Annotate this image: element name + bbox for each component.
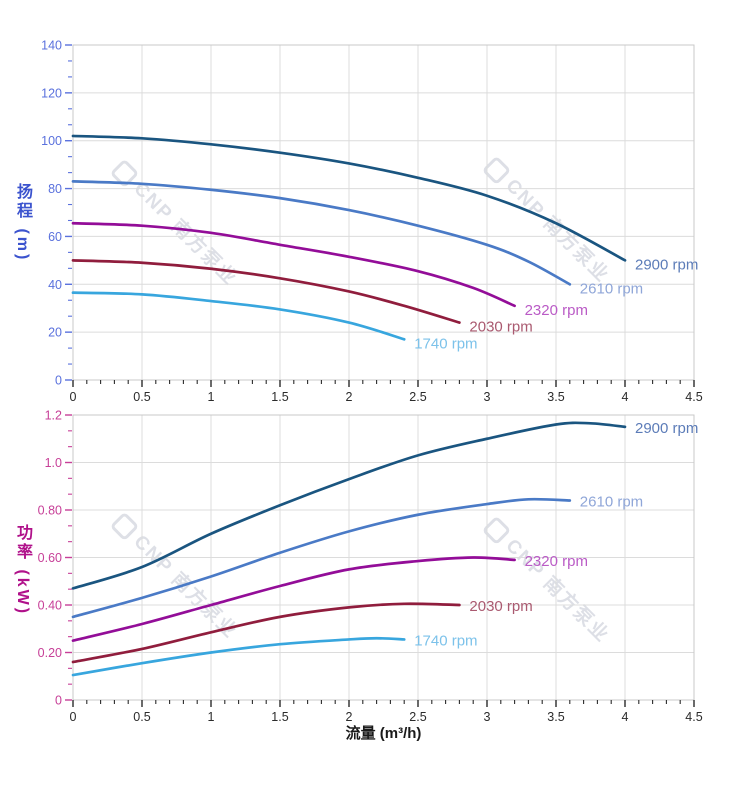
x-tick-label: 4.5 — [685, 390, 702, 404]
series-label-2610-rpm: 2610 rpm — [580, 494, 643, 511]
x-tick-label: 4 — [622, 390, 629, 404]
y-tick-label: 40 — [48, 278, 62, 292]
y-tick-label: 0 — [55, 374, 62, 388]
x-tick-label: 0.5 — [133, 710, 150, 724]
x-tick-label: 3.5 — [547, 710, 564, 724]
x-tick-label: 2 — [346, 710, 353, 724]
y-tick-label: 80 — [48, 182, 62, 196]
y-tick-label: 0.80 — [38, 504, 62, 518]
series-label-2320-rpm: 2320 rpm — [525, 553, 588, 570]
x-tick-label: 1 — [208, 710, 215, 724]
series-label-2320-rpm: 2320 rpm — [525, 302, 588, 319]
curve-1740-rpm — [71, 636, 406, 677]
y-tick-label: 140 — [41, 39, 62, 53]
series-label-2030-rpm: 2030 rpm — [469, 598, 532, 615]
curve-2610-rpm — [71, 180, 572, 286]
y-tick-label: 0.20 — [38, 646, 62, 660]
series-label-2900-rpm: 2900 rpm — [635, 420, 698, 437]
x-tick-label: 2.5 — [409, 390, 426, 404]
head-axis-title: 扬程 (m) — [14, 183, 31, 263]
power-axis-title: 功率 (kW) — [14, 524, 31, 617]
curve-2030-rpm — [71, 259, 461, 324]
plot-border — [72, 44, 695, 381]
y-tick-label: 60 — [48, 230, 62, 244]
curve-1740-rpm — [71, 291, 406, 341]
x-tick-label: 3 — [484, 390, 491, 404]
series-label-2030-rpm: 2030 rpm — [469, 319, 532, 336]
x-tick-label: 3.5 — [547, 390, 564, 404]
chart-0: 0 0.5 1 1.5 2 2.5 3 3.5 4 4.5 140 120 100 80 60 40 20 0 29… — [41, 39, 703, 405]
y-tick-label: 20 — [48, 326, 62, 340]
x-tick-label: 4.5 — [685, 710, 702, 724]
y-tick-label: 1.2 — [45, 409, 62, 423]
curve-2320-rpm — [71, 221, 516, 308]
y-tick-label: 0 — [55, 694, 62, 708]
x-tick-label: 4 — [622, 710, 629, 724]
curve-2030-rpm — [71, 602, 461, 664]
curve-2900-rpm — [71, 134, 627, 262]
x-tick-label: 2.5 — [409, 710, 426, 724]
y-tick-label: 1.0 — [45, 456, 62, 470]
curve-2900-rpm — [71, 421, 627, 590]
series-label-1740-rpm: 1740 rpm — [414, 335, 477, 352]
series-label-1740-rpm: 1740 rpm — [414, 632, 477, 649]
x-tick-label: 0 — [70, 710, 77, 724]
chart-1: 0 0.5 1 1.5 2 2.5 3 3.5 4 4.5 1.2 1.0 0.80 0.60 0.40 0.… — [38, 409, 703, 725]
curve-2320-rpm — [71, 556, 516, 642]
flow-axis-title: 流量 (m³/h) — [345, 725, 422, 742]
curve-2610-rpm — [71, 497, 572, 619]
series-label-2610-rpm: 2610 rpm — [580, 280, 643, 297]
y-tick-label: 0.60 — [38, 551, 62, 565]
x-tick-label: 1.5 — [271, 710, 288, 724]
series-label-2900-rpm: 2900 rpm — [635, 256, 698, 273]
y-tick-label: 0.40 — [38, 599, 62, 613]
y-tick-label: 100 — [41, 134, 62, 148]
x-tick-label: 1.5 — [271, 390, 288, 404]
x-tick-label: 3 — [484, 710, 491, 724]
y-tick-label: 120 — [41, 86, 62, 100]
x-tick-label: 0.5 — [133, 390, 150, 404]
plot-border — [72, 414, 695, 701]
x-tick-label: 1 — [208, 390, 215, 404]
x-tick-label: 2 — [346, 390, 353, 404]
x-tick-label: 0 — [70, 390, 77, 404]
